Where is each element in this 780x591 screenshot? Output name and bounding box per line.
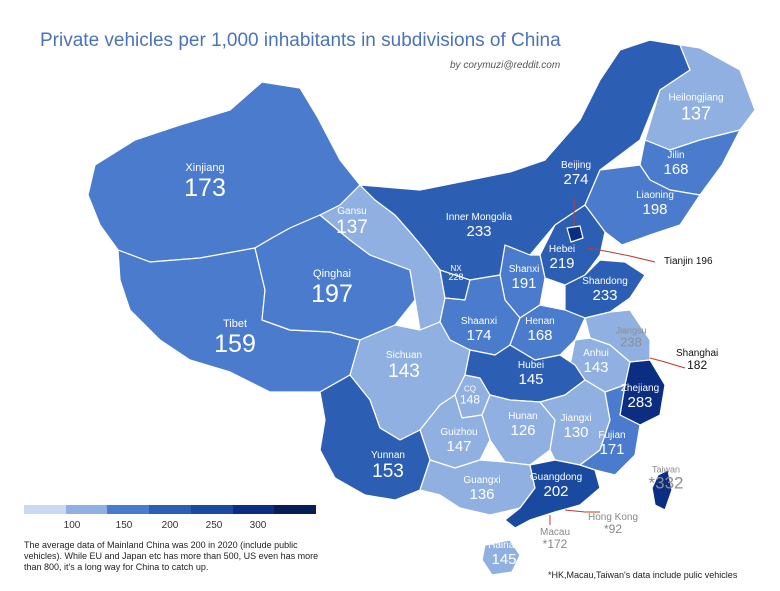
label-hunan: Hunan 126 bbox=[508, 410, 538, 439]
legend-tick: 250 bbox=[205, 520, 223, 531]
legend: 100 150 200 250 300 bbox=[24, 505, 317, 533]
label-anhui: Anhui 143 bbox=[583, 347, 609, 376]
legend-swatch bbox=[274, 505, 317, 514]
note-text: The average data of Mainland China was 2… bbox=[24, 540, 319, 572]
label-chongqing: CQ 148 bbox=[459, 384, 481, 407]
label-hainan: Hainan 145 bbox=[488, 539, 520, 568]
credit: by corymuzi@reddit.com bbox=[450, 60, 561, 71]
label-ningxia: NX 228 bbox=[448, 264, 464, 283]
legend-swatch bbox=[190, 505, 233, 514]
label-qinghai: Qinghai 197 bbox=[311, 268, 353, 308]
legend-tick: 150 bbox=[115, 520, 133, 531]
label-jiangxi: Jiangxi 130 bbox=[560, 412, 592, 441]
legend-swatch bbox=[232, 505, 275, 514]
legend-tick: 300 bbox=[249, 520, 267, 531]
footnote: *HK,Macau,Taiwan's data include pulic ve… bbox=[548, 570, 738, 580]
legend-swatch bbox=[149, 505, 191, 514]
legend-swatch bbox=[65, 505, 108, 514]
callout-line-tianjin bbox=[587, 247, 656, 263]
label-inner-mongolia: Inner Mongolia 233 bbox=[445, 211, 513, 240]
label-sichuan: Sichuan 143 bbox=[385, 349, 423, 382]
region-hainan bbox=[481, 539, 521, 576]
label-fujian: Fujian 171 bbox=[598, 429, 626, 458]
label-shanxi: Shanxi 191 bbox=[508, 263, 540, 292]
label-beijing: Beijing 274 bbox=[560, 159, 592, 188]
label-yunnan: Yunnan 153 bbox=[371, 449, 405, 482]
label-taiwan: Taiwan *332 bbox=[648, 464, 684, 493]
label-guangxi: Guangxi 136 bbox=[463, 474, 501, 503]
map-title: Private vehicles per 1,000 inhabitants i… bbox=[40, 30, 561, 51]
label-jiangsu: Jiangsu 238 bbox=[615, 325, 647, 350]
label-hebei: Hebei 219 bbox=[548, 243, 576, 272]
label-liaoning: Liaoning 198 bbox=[636, 189, 674, 218]
callout-shanghai: Shanghai 182 bbox=[676, 348, 719, 372]
legend-swatch bbox=[24, 505, 66, 514]
label-tibet: Tibet 159 bbox=[214, 318, 256, 358]
label-jilin: Jilin 168 bbox=[663, 149, 689, 178]
label-shaanxi: Shaanxi 174 bbox=[460, 315, 498, 344]
label-hubei: Hubei 145 bbox=[517, 359, 545, 388]
label-shandong: Shandong 233 bbox=[582, 275, 628, 304]
label-guizhou: Guizhou 147 bbox=[440, 426, 478, 455]
label-henan: Henan 168 bbox=[525, 315, 555, 344]
legend-swatch bbox=[107, 505, 150, 514]
callout-line-shanghai bbox=[649, 357, 686, 369]
region-fujian bbox=[579, 384, 641, 476]
callout-macau: Macau *172 bbox=[540, 527, 571, 551]
region-beijing bbox=[566, 225, 584, 243]
label-heilongjiang: Heilongjiang 137 bbox=[668, 92, 724, 123]
callout-tianjin: Tianjin 196 bbox=[664, 256, 713, 267]
region-guangdong bbox=[504, 459, 601, 529]
region-inner-mongolia bbox=[359, 39, 691, 281]
legend-tick: 200 bbox=[161, 520, 179, 531]
region-taiwan bbox=[651, 469, 673, 511]
callout-line-hongkong bbox=[564, 509, 600, 513]
label-xinjiang: Xinjiang 173 bbox=[184, 162, 226, 202]
label-guangdong: Guangdong 202 bbox=[529, 471, 583, 500]
callout-hongkong: Hong Kong *92 bbox=[588, 512, 639, 536]
label-zhejiang: Zhejiang 283 bbox=[620, 382, 660, 411]
label-gansu: Gansu 137 bbox=[336, 205, 368, 238]
legend-tick: 100 bbox=[63, 520, 81, 531]
legend-color-bar bbox=[24, 505, 317, 514]
region-yunnan bbox=[319, 374, 431, 501]
